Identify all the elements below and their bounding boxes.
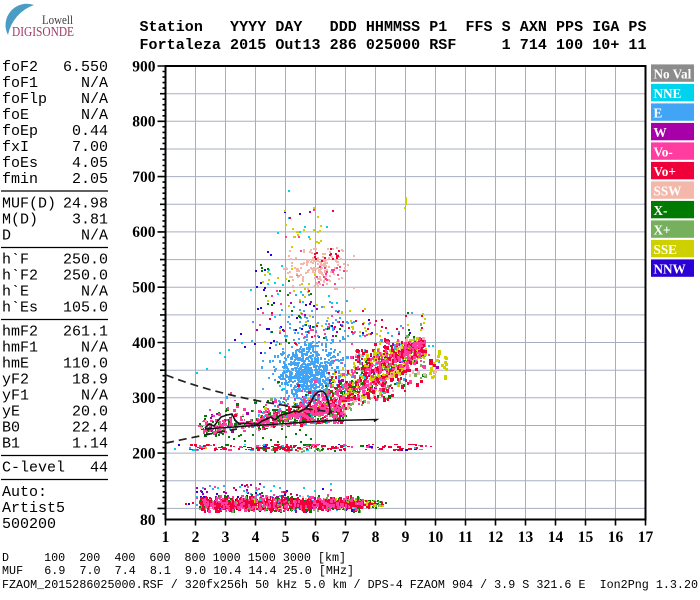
svg-text:44: 44 (90, 459, 108, 476)
svg-text:500: 500 (132, 280, 156, 297)
svg-text:yF2: yF2 (2, 371, 29, 388)
svg-text:N/A: N/A (81, 387, 108, 404)
svg-text:FZAOM_2015286025000.RSF / 320f: FZAOM_2015286025000.RSF / 320fx256h 50 k… (2, 578, 698, 592)
svg-text:2.05: 2.05 (72, 171, 108, 188)
svg-text:800: 800 (132, 114, 156, 131)
svg-text:Auto:: Auto: (2, 484, 47, 501)
svg-text:900: 900 (132, 58, 156, 75)
svg-text:5: 5 (282, 529, 290, 546)
svg-text:80: 80 (140, 512, 156, 529)
svg-text:B1: B1 (2, 435, 20, 452)
svg-text:hmF1: hmF1 (2, 339, 38, 356)
svg-text:200: 200 (132, 445, 156, 462)
svg-text:h`Es: h`Es (2, 299, 38, 316)
svg-text:105.0: 105.0 (63, 299, 108, 316)
svg-text:N/A: N/A (81, 283, 108, 300)
svg-text:No Val: No Val (654, 66, 692, 81)
svg-text:foEp: foEp (2, 123, 38, 140)
svg-text:3: 3 (222, 529, 230, 546)
svg-text:Artist5: Artist5 (2, 500, 65, 517)
svg-text:261.1: 261.1 (63, 323, 108, 340)
svg-text:hmF2: hmF2 (2, 323, 38, 340)
svg-text:h`F: h`F (2, 251, 29, 268)
svg-text:h`F2: h`F2 (2, 267, 38, 284)
svg-text:yF1: yF1 (2, 387, 29, 404)
svg-text:11: 11 (458, 529, 473, 546)
svg-text:600: 600 (132, 224, 156, 241)
svg-text:yE: yE (2, 403, 20, 420)
svg-text:250.0: 250.0 (63, 267, 108, 284)
svg-text:D 100 200 400 600 800: D 100 200 400 600 800 1000 1500 3000 [km… (2, 551, 346, 565)
svg-text:h`E: h`E (2, 283, 29, 300)
svg-text:110.0: 110.0 (63, 355, 108, 372)
svg-text:9: 9 (402, 529, 410, 546)
svg-text:N/A: N/A (81, 339, 108, 356)
svg-text:foF2: foF2 (2, 59, 38, 76)
svg-text:D: D (2, 227, 11, 244)
svg-text:6: 6 (312, 529, 320, 546)
svg-text:8: 8 (372, 529, 380, 546)
svg-text:Fortaleza 2015 Out13 286 02500: Fortaleza 2015 Out13 286 025000 RSF 1 71… (140, 37, 647, 54)
svg-text:fmin: fmin (2, 171, 38, 188)
svg-text:C-level: C-level (2, 459, 65, 476)
svg-text:foEs: foEs (2, 155, 38, 172)
svg-text:SSE: SSE (654, 242, 678, 257)
svg-text:MUF 6.9 7.0 7.4 8.1 9.0: MUF 6.9 7.0 7.4 8.1 9.0 10.4 14.4 25.0 [… (2, 564, 354, 578)
svg-text:700: 700 (132, 169, 156, 186)
svg-text:12: 12 (488, 529, 504, 546)
svg-text:NNW: NNW (654, 261, 686, 276)
svg-text:N/A: N/A (81, 75, 108, 92)
svg-text:3.81: 3.81 (72, 211, 108, 228)
svg-text:500200: 500200 (2, 516, 56, 533)
svg-text:Lowell: Lowell (42, 12, 73, 27)
svg-text:2: 2 (192, 529, 200, 546)
svg-text:Vo+: Vo+ (654, 164, 676, 179)
svg-text:DIGISONDE: DIGISONDE (12, 25, 74, 40)
svg-text:foFlp: foFlp (2, 91, 47, 108)
svg-text:NNE: NNE (654, 86, 682, 101)
svg-text:24.98: 24.98 (63, 195, 108, 212)
svg-text:N/A: N/A (81, 107, 108, 124)
svg-text:20.0: 20.0 (72, 403, 108, 420)
svg-text:foE: foE (2, 107, 29, 124)
svg-text:B0: B0 (2, 419, 20, 436)
svg-text:18.9: 18.9 (72, 371, 108, 388)
svg-text:SSW: SSW (654, 183, 682, 198)
svg-text:250.0: 250.0 (63, 251, 108, 268)
svg-text:4.05: 4.05 (72, 155, 108, 172)
svg-text:0.44: 0.44 (72, 123, 108, 140)
svg-text:15: 15 (578, 529, 594, 546)
svg-text:13: 13 (518, 529, 534, 546)
svg-text:1.14: 1.14 (72, 435, 108, 452)
svg-text:17: 17 (638, 529, 654, 546)
svg-text:10: 10 (428, 529, 444, 546)
svg-text:N/A: N/A (81, 91, 108, 108)
svg-text:hmE: hmE (2, 355, 29, 372)
svg-text:4: 4 (252, 529, 260, 546)
svg-text:foF1: foF1 (2, 75, 38, 92)
svg-text:N/A: N/A (81, 227, 108, 244)
svg-text:7.00: 7.00 (72, 139, 108, 156)
svg-text:fxI: fxI (2, 139, 29, 156)
svg-text:Vo-: Vo- (654, 144, 673, 159)
svg-text:14: 14 (548, 529, 564, 546)
svg-text:400: 400 (132, 335, 156, 352)
svg-text:1: 1 (162, 529, 170, 546)
svg-text:MUF(D): MUF(D) (2, 195, 56, 212)
svg-text:X+: X+ (654, 222, 671, 237)
svg-text:16: 16 (608, 529, 624, 546)
svg-text:X-: X- (654, 203, 668, 218)
svg-text:M(D): M(D) (2, 211, 38, 228)
svg-text:22.4: 22.4 (72, 419, 108, 436)
svg-text:E: E (654, 105, 663, 120)
svg-text:300: 300 (132, 390, 156, 407)
svg-text:W: W (654, 125, 667, 140)
svg-text:Station YYYY DAY DDD HHMMS: Station YYYY DAY DDD HHMMSS P1 FFS S AXN… (140, 19, 647, 36)
svg-text:7: 7 (342, 529, 350, 546)
svg-text:6.550: 6.550 (63, 59, 108, 76)
